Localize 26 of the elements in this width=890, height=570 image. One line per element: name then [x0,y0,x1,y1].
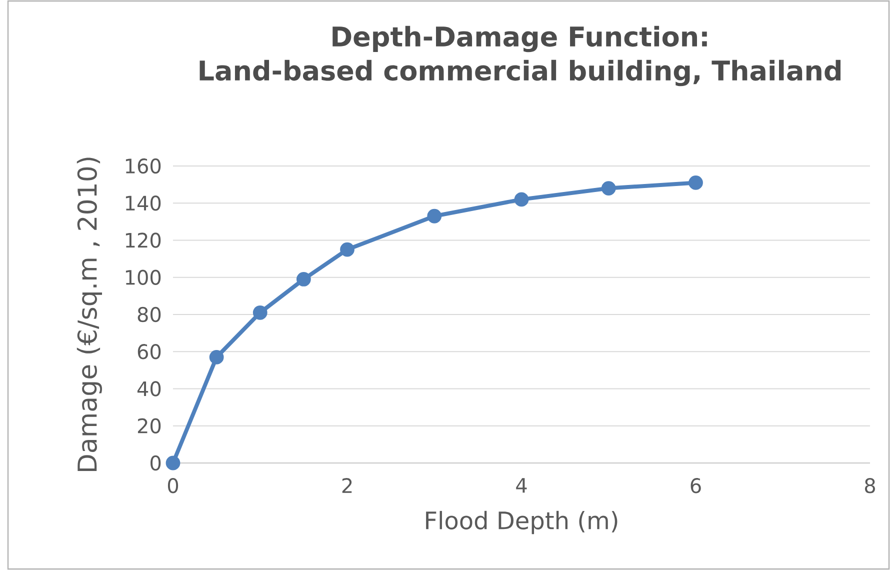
point [601,181,616,196]
x-tick-label: 2 [342,478,352,493]
y-tick-label: 140 [126,196,161,211]
y-tick-label: 60 [138,344,161,360]
y-tick-label: 80 [138,306,161,322]
point [514,192,529,207]
point [166,456,180,470]
point [296,272,311,286]
point [688,176,703,190]
x-tick-label: 8 [864,478,875,494]
x-tick-label: 0 [168,478,178,494]
y-tick-label: 40 [137,381,161,396]
x-tick-label: 6 [690,478,701,494]
y-tick-label: 0 [150,455,161,471]
point [252,305,268,320]
y-axis-title: Damage (€/sq.m , 2010) [76,158,102,472]
y-tick-label: 100 [126,270,161,285]
y-tick-label: 120 [126,232,161,248]
x-tick-label: 4 [516,478,527,493]
point [340,242,354,257]
y-tick-label: 160 [126,158,161,174]
y-tick-label: 20 [138,418,161,434]
point [427,208,442,224]
chart-title: Depth-Damage Function: Land-based commercial building, Thailand [200,26,841,86]
point [209,350,224,364]
x-axis-title: Flood Depth (m) [426,510,618,534]
